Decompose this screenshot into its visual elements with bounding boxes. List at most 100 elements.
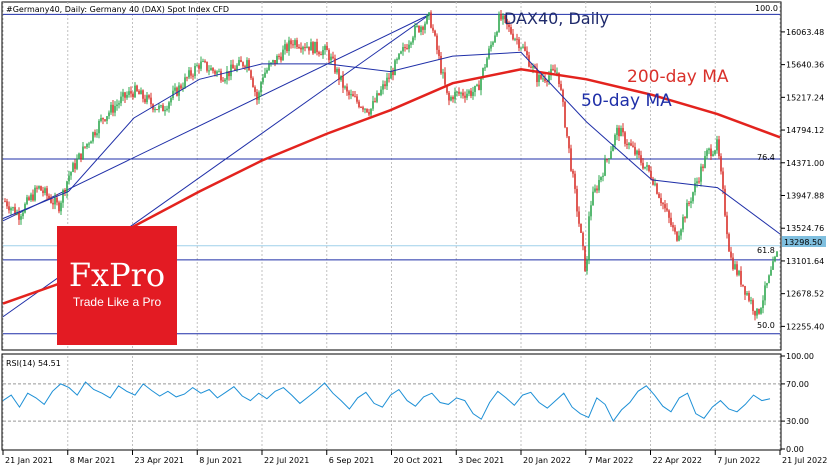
candle-body: [670, 217, 672, 226]
candle-body: [244, 66, 246, 68]
candle-body: [494, 35, 496, 43]
candle-body: [606, 159, 608, 161]
candle-body: [252, 78, 254, 88]
candle-body: [444, 72, 446, 85]
candle-body: [408, 44, 410, 49]
candle-body: [368, 112, 370, 115]
candle-body: [470, 90, 472, 96]
candle-body: [624, 132, 626, 144]
candle-body: [202, 61, 204, 63]
candle-body: [620, 128, 622, 137]
candle-body: [540, 74, 542, 79]
candle-body: [404, 47, 406, 49]
candle-body: [142, 90, 144, 99]
candle-body: [18, 212, 20, 220]
candle-body: [432, 27, 434, 31]
candle-body: [232, 64, 234, 69]
y-tick-label: 13524.76: [786, 224, 824, 233]
candle-body: [548, 75, 550, 82]
candle-body: [364, 108, 366, 110]
y-tick-label: 16063.48: [786, 28, 824, 37]
candle-body: [354, 96, 356, 98]
candle-body: [392, 71, 394, 76]
candle-body: [110, 104, 112, 113]
candle-body: [40, 186, 42, 191]
candle-body: [58, 202, 60, 212]
candle-body: [138, 90, 140, 95]
candle-body: [384, 84, 386, 87]
candle-body: [474, 85, 476, 92]
candle-body: [646, 165, 648, 167]
candle-body: [588, 216, 590, 261]
candle-body: [16, 212, 18, 215]
candle-body: [224, 79, 226, 82]
candle-body: [426, 15, 428, 24]
candle-body: [574, 173, 576, 189]
candle-body: [724, 188, 726, 216]
candle-body: [254, 87, 256, 92]
candle-body: [424, 23, 426, 30]
candle-body: [642, 162, 644, 169]
candle-body: [566, 127, 568, 137]
candle-body: [22, 212, 24, 217]
candle-body: [300, 47, 302, 50]
candle-body: [314, 41, 316, 54]
candle-body: [126, 94, 128, 98]
ma200-label: 200-day MA: [627, 67, 729, 87]
candle-body: [156, 109, 158, 111]
candle-body: [742, 284, 744, 287]
candle-body: [640, 155, 642, 163]
candle-body: [194, 65, 196, 76]
candle-body: [458, 91, 460, 94]
symbol-line: #Germany40, Daily: Germany 40 (DAX) Spot…: [6, 5, 229, 14]
candle-body: [192, 75, 194, 77]
candle-body: [520, 47, 522, 49]
candle-body: [750, 300, 752, 302]
candle-body: [276, 56, 278, 64]
candle-body: [538, 74, 540, 83]
candle-body: [594, 188, 596, 192]
candle-body: [170, 98, 172, 103]
candle-body: [480, 78, 482, 91]
candle-body: [622, 128, 624, 133]
candle-body: [10, 208, 12, 211]
candle-body: [222, 80, 224, 82]
candle-body: [388, 77, 390, 79]
candle-body: [550, 68, 552, 76]
candle-body: [4, 201, 6, 203]
candle-body: [532, 66, 534, 68]
y-tick-label: 12678.52: [786, 290, 824, 299]
candle-body: [328, 50, 330, 61]
candle-body: [752, 300, 754, 311]
logo-tagline: Trade Like a Pro: [72, 295, 162, 309]
candle-body: [190, 70, 192, 76]
candle-body: [768, 275, 770, 283]
candle-body: [462, 92, 464, 96]
candle-body: [570, 148, 572, 171]
candle-body: [760, 308, 762, 314]
candle-body: [682, 217, 684, 230]
candle-body: [230, 64, 232, 77]
candle-body: [586, 260, 588, 271]
candle-body: [166, 108, 168, 110]
candle-body: [552, 68, 554, 70]
candle-body: [490, 44, 492, 49]
candle-body: [112, 104, 114, 113]
rsi-label: RSI(14) 54.51: [6, 359, 61, 368]
candle-body: [706, 150, 708, 156]
candle-body: [48, 195, 50, 199]
candle-body: [518, 39, 520, 49]
candle-body: [576, 188, 578, 212]
candle-body: [32, 194, 34, 201]
candle-body: [756, 308, 758, 316]
candle-body: [292, 44, 294, 46]
candle-body: [228, 71, 230, 77]
candle-body: [140, 90, 142, 95]
candle-body: [268, 64, 270, 70]
candle-body: [52, 202, 54, 205]
candle-body: [450, 97, 452, 101]
candle-body: [516, 38, 518, 40]
candle-body: [738, 270, 740, 275]
candle-body: [150, 97, 152, 105]
candle-body: [442, 72, 444, 74]
